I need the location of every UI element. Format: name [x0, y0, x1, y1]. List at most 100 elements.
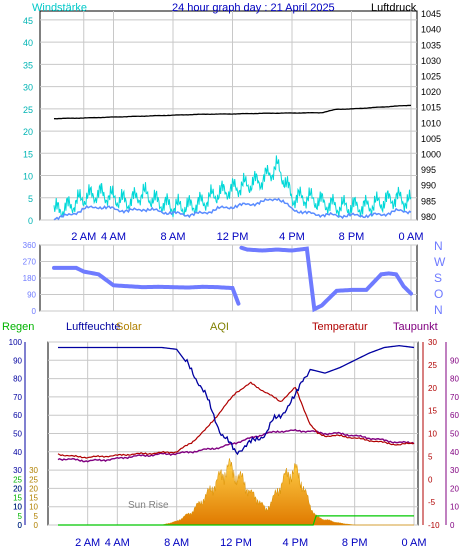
dew-y-tick: 20	[450, 484, 459, 493]
dew-y-tick: 60	[450, 411, 459, 420]
temp-y-tick: 5	[428, 452, 433, 461]
wind-x-tick: 8 AM	[160, 231, 185, 243]
humidity-y-tick: 10	[13, 503, 22, 512]
legend-solar: Solar	[116, 321, 142, 333]
wind-x-tick: 4 PM	[279, 231, 305, 243]
dew-y-tick: 10	[450, 503, 459, 512]
legend-aqi: AQI	[210, 321, 229, 333]
pressure-y-tick: 1035	[421, 40, 441, 50]
dewpoint-line	[57, 428, 415, 463]
wind-y-tick: 5	[28, 194, 33, 204]
dew-y-tick: 80	[450, 375, 459, 384]
compass-o: O	[434, 287, 443, 301]
humidity-y-tick: 90	[13, 356, 22, 365]
rain-y-tick: 10	[13, 503, 22, 512]
wind-y-tick: 25	[23, 105, 33, 115]
solar-y-tick: 25	[29, 475, 38, 484]
dew-y-tick: 50	[450, 430, 459, 439]
compass-n-top: N	[434, 239, 443, 253]
pressure-axis-label: Luftdruck	[371, 2, 417, 14]
pressure-y-tick: 995	[421, 165, 436, 175]
climate-x-tick: 12 PM	[220, 537, 252, 549]
pressure-y-tick: 1025	[421, 72, 441, 82]
humidity-y-tick: 30	[13, 466, 22, 475]
humidity-y-tick: 50	[13, 430, 22, 439]
rain-y-tick: 0	[18, 521, 23, 530]
pressure-y-tick: 1020	[421, 87, 441, 97]
wind-y-tick: 30	[23, 83, 33, 93]
wind-x-tick: 2 AM	[71, 231, 96, 243]
temperature-line	[57, 381, 415, 459]
wind-y-tick: 35	[23, 60, 33, 70]
dew-y-tick: 70	[450, 393, 459, 402]
solar-y-tick: 20	[29, 484, 38, 493]
solar-y-tick: 10	[29, 503, 38, 512]
wind-panel	[39, 10, 418, 221]
wind-axis-label: Windstärke	[32, 2, 87, 14]
legend-temperatur: Temperatur	[312, 321, 368, 333]
temp-y-tick: 10	[428, 430, 437, 439]
pressure-y-tick: 985	[421, 196, 436, 206]
humidity-line	[58, 345, 415, 456]
pressure-y-tick: 990	[421, 181, 436, 191]
humidity-y-tick: 40	[13, 448, 22, 457]
pressure-y-tick: 1000	[421, 149, 441, 159]
wind-x-tick: 8 PM	[339, 231, 365, 243]
wind-gust-series	[53, 155, 412, 218]
climate-x-tick: 8 AM	[164, 537, 189, 549]
wind-x-tick: 4 AM	[101, 231, 126, 243]
rain-y-tick: 25	[13, 475, 22, 484]
pressure-line	[53, 104, 412, 120]
dir-y-tick: 360	[23, 241, 37, 250]
rain-y-tick: 20	[13, 484, 22, 493]
climate-x-tick: 4 PM	[282, 537, 308, 549]
climate-x-tick: 4 AM	[105, 537, 130, 549]
dir-y-tick: 90	[27, 291, 36, 300]
pressure-y-tick: 1045	[421, 9, 441, 19]
climate-x-tick: 8 PM	[342, 537, 368, 549]
temp-y-tick: -10	[428, 521, 440, 530]
pressure-y-tick: 1040	[421, 25, 441, 35]
wind-y-tick: 15	[23, 149, 33, 159]
wind-average-line	[53, 197, 412, 221]
humidity-y-tick: 100	[9, 338, 23, 347]
pressure-y-tick: 1030	[421, 56, 441, 66]
humidity-y-tick: 70	[13, 393, 22, 402]
axes-layer: 2 AM 4 AM 8 AM 12 PM 4 PM 8 PM 0 AM05101520253…	[9, 9, 460, 549]
rain-line	[58, 515, 414, 526]
climate-x-tick: 0 AM	[401, 537, 426, 549]
dew-y-tick: 90	[450, 356, 459, 365]
wind-y-tick: 10	[23, 172, 33, 182]
humidity-y-tick: 20	[13, 484, 22, 493]
pressure-y-tick: 1010	[421, 118, 441, 128]
temp-y-tick: 30	[428, 338, 437, 347]
compass-w: W	[434, 255, 446, 269]
pressure-y-tick: 1015	[421, 103, 441, 113]
sunrise-label: Sun Rise	[128, 500, 169, 511]
wind-direction-line	[52, 265, 241, 306]
dew-y-tick: 30	[450, 466, 459, 475]
solar-y-tick: 15	[29, 494, 38, 503]
legend-taupunkt: Taupunkt	[393, 321, 438, 333]
solar-y-tick: 5	[34, 512, 39, 521]
wind-y-tick: 0	[28, 216, 33, 226]
compass-s: S	[434, 271, 442, 285]
temp-y-tick: -5	[428, 498, 436, 507]
dir-y-tick: 0	[32, 307, 37, 316]
humidity-y-tick: 80	[13, 375, 22, 384]
wind-direction-line	[239, 245, 413, 313]
wind-y-tick: 40	[23, 38, 33, 48]
pressure-y-tick: 1005	[421, 134, 441, 144]
climate-x-tick: 2 AM	[75, 537, 100, 549]
dew-y-tick: 40	[450, 448, 459, 457]
humidity-y-tick: 0	[18, 521, 23, 530]
pressure-y-tick: 980	[421, 212, 436, 222]
compass-n-bottom: N	[434, 303, 443, 317]
temp-y-tick: 20	[428, 384, 437, 393]
legend-regen: Regen	[2, 321, 34, 333]
dew-y-tick: 0	[450, 521, 455, 530]
wind-y-tick: 45	[23, 16, 33, 26]
rain-y-tick: 15	[13, 494, 22, 503]
humidity-y-tick: 60	[13, 411, 22, 420]
